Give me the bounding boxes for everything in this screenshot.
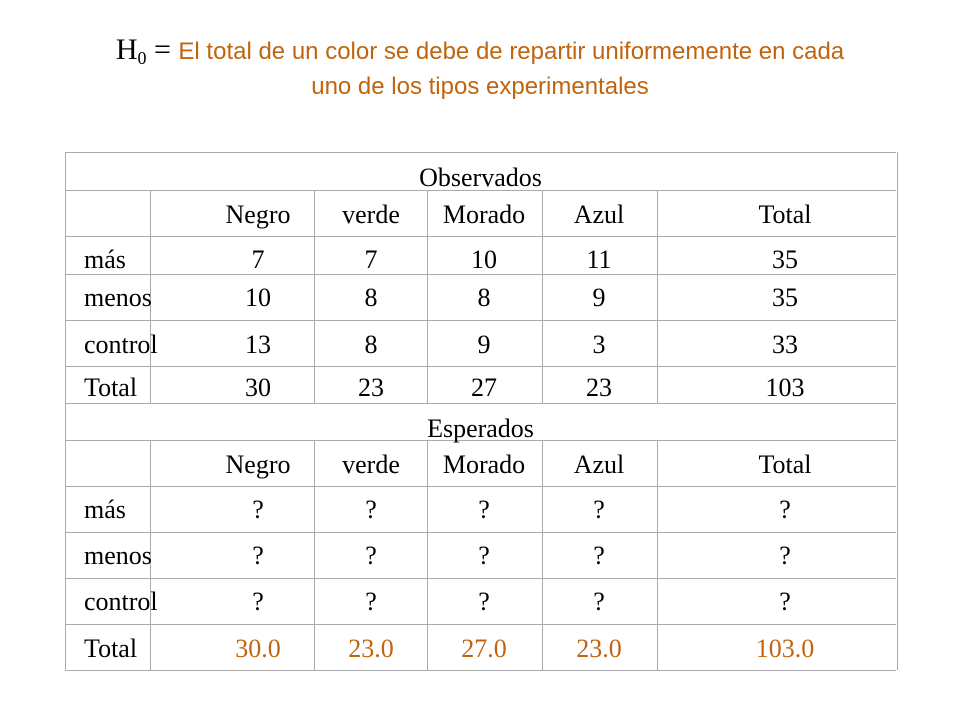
expected-cell: ? [252,587,264,616]
observed-col-header: Negro [225,200,291,229]
expected-cell: ? [593,587,605,616]
table-rule [65,486,896,487]
table-rule [65,366,896,367]
column-rule [314,440,315,670]
table-rule [65,403,896,404]
expected-col-header: Negro [225,450,291,479]
contingency-table [65,152,898,670]
column-rule [150,190,151,403]
expected-row-label: menos [84,541,152,570]
observed-cell: 33 [772,330,798,359]
observed-cell: 9 [477,330,491,359]
table-rule [65,440,896,441]
table-rule [65,236,896,237]
observed-cell: 23 [358,373,384,402]
expected-cell: ? [365,495,377,524]
observed-col-header: Morado [442,200,526,229]
observed-cell: 23 [586,373,612,402]
observed-col-header: verde [342,200,400,229]
expected-title: Esperados [427,414,534,443]
table-rule [65,670,896,671]
expected-cell: ? [252,495,264,524]
expected-cell: 23.0 [348,634,394,663]
observed-cell: 30 [245,373,271,402]
observed-row-label: menos [84,283,152,312]
table-rule [65,152,896,153]
table-rule [65,320,896,321]
table-rule [65,578,896,579]
observed-cell: 8 [364,283,378,312]
observed-cell: 8 [477,283,491,312]
column-rule [657,190,658,403]
expected-col-header: verde [342,450,400,479]
expected-cell: ? [365,541,377,570]
observed-title: Observados [419,163,542,192]
expected-cell: ? [478,587,490,616]
table-rule [65,532,896,533]
expected-cell: ? [365,587,377,616]
observed-cell: 35 [772,245,798,274]
observed-row-label: control [84,330,158,359]
observed-cell: 9 [592,283,606,312]
observed-cell: 35 [772,283,798,312]
hypothesis-line-2: uno de los tipos experimentales [311,72,649,100]
expected-cell: 30.0 [235,634,281,663]
expected-cell: ? [478,495,490,524]
observed-cell: 7 [364,245,378,274]
table-rule [65,624,896,625]
table-rule [65,190,896,191]
expected-row-label: más [84,495,126,524]
observed-col-header: Azul [573,200,625,229]
observed-cell: 11 [586,245,612,274]
expected-cell: 27.0 [461,634,507,663]
expected-cell: ? [779,541,791,570]
expected-cell: ? [779,587,791,616]
observed-col-header: Total [758,200,812,229]
column-rule [542,440,543,670]
observed-row-label: más [84,245,126,274]
expected-cell: ? [593,541,605,570]
observed-cell: 13 [245,330,271,359]
expected-col-header: Azul [573,450,625,479]
table-rule [65,274,896,275]
observed-cell: 8 [364,330,378,359]
observed-cell: 103 [765,373,805,402]
column-rule [427,440,428,670]
hypothesis: H0 = El total de un color se debe de rep… [0,30,960,103]
expected-cell: 103.0 [755,634,815,663]
expected-col-header: Morado [442,450,526,479]
observed-cell: 7 [251,245,265,274]
hypothesis-symbol: H0 = [115,33,179,68]
expected-cell: ? [252,541,264,570]
expected-cell: ? [478,541,490,570]
column-rule [542,190,543,403]
expected-cell: ? [593,495,605,524]
observed-row-label: Total [84,373,138,402]
expected-row-label: Total [84,634,138,663]
expected-cell: ? [779,495,791,524]
expected-cell: 23.0 [576,634,622,663]
expected-row-label: control [84,587,158,616]
column-rule [314,190,315,403]
observed-cell: 10 [245,283,271,312]
column-rule [150,440,151,670]
column-rule [427,190,428,403]
expected-col-header: Total [758,450,812,479]
column-rule [657,440,658,670]
hypothesis-line-1: El total de un color se debe de repartir… [178,38,845,65]
observed-cell: 3 [592,330,606,359]
observed-cell: 27 [471,373,497,402]
observed-cell: 10 [471,245,497,274]
